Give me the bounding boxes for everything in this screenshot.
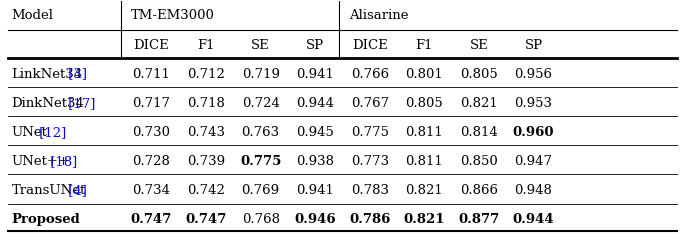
Text: 0.811: 0.811 bbox=[406, 126, 443, 139]
Text: 0.946: 0.946 bbox=[295, 213, 336, 226]
Text: 0.850: 0.850 bbox=[460, 155, 498, 168]
Text: [12]: [12] bbox=[35, 126, 66, 139]
Text: 0.941: 0.941 bbox=[297, 68, 334, 80]
Text: 0.768: 0.768 bbox=[242, 213, 279, 226]
Text: DICE: DICE bbox=[352, 38, 388, 52]
Text: 0.953: 0.953 bbox=[514, 97, 553, 110]
Text: TransUNet: TransUNet bbox=[12, 184, 86, 197]
Text: 0.947: 0.947 bbox=[514, 155, 553, 168]
Text: 0.718: 0.718 bbox=[187, 97, 225, 110]
Text: 0.711: 0.711 bbox=[132, 68, 171, 80]
Text: UNet: UNet bbox=[12, 126, 47, 139]
Text: DICE: DICE bbox=[134, 38, 169, 52]
Text: 0.728: 0.728 bbox=[132, 155, 171, 168]
Text: 0.821: 0.821 bbox=[406, 184, 443, 197]
Text: 0.742: 0.742 bbox=[187, 184, 225, 197]
Text: F1: F1 bbox=[416, 38, 433, 52]
Text: [3]: [3] bbox=[64, 68, 87, 80]
Text: 0.944: 0.944 bbox=[297, 97, 334, 110]
Text: 0.775: 0.775 bbox=[240, 155, 282, 168]
Text: 0.821: 0.821 bbox=[460, 97, 498, 110]
Text: SP: SP bbox=[306, 38, 324, 52]
Text: SE: SE bbox=[470, 38, 488, 52]
Text: 0.956: 0.956 bbox=[514, 68, 553, 80]
Text: 0.730: 0.730 bbox=[132, 126, 171, 139]
Text: 0.783: 0.783 bbox=[351, 184, 389, 197]
Text: 0.814: 0.814 bbox=[460, 126, 498, 139]
Text: [18]: [18] bbox=[47, 155, 77, 168]
Text: 0.805: 0.805 bbox=[460, 68, 498, 80]
Text: Proposed: Proposed bbox=[12, 213, 80, 226]
Text: 0.805: 0.805 bbox=[406, 97, 443, 110]
Text: F1: F1 bbox=[197, 38, 215, 52]
Text: 0.801: 0.801 bbox=[406, 68, 443, 80]
Text: 0.734: 0.734 bbox=[132, 184, 171, 197]
Text: 0.712: 0.712 bbox=[187, 68, 225, 80]
Text: Model: Model bbox=[12, 10, 53, 22]
Text: 0.945: 0.945 bbox=[297, 126, 334, 139]
Text: 0.767: 0.767 bbox=[351, 97, 389, 110]
Text: [4]: [4] bbox=[64, 184, 87, 197]
Text: 0.944: 0.944 bbox=[512, 213, 554, 226]
Text: 0.775: 0.775 bbox=[351, 126, 389, 139]
Text: 0.719: 0.719 bbox=[242, 68, 279, 80]
Text: 0.948: 0.948 bbox=[514, 184, 553, 197]
Text: 0.747: 0.747 bbox=[186, 213, 227, 226]
Text: UNet++: UNet++ bbox=[12, 155, 69, 168]
Text: 0.960: 0.960 bbox=[513, 126, 554, 139]
Text: SP: SP bbox=[525, 38, 543, 52]
Text: [17]: [17] bbox=[64, 97, 95, 110]
Text: 0.717: 0.717 bbox=[132, 97, 171, 110]
Text: 0.769: 0.769 bbox=[242, 184, 279, 197]
Text: LinkNet34: LinkNet34 bbox=[12, 68, 83, 80]
Text: 0.766: 0.766 bbox=[351, 68, 389, 80]
Text: 0.938: 0.938 bbox=[296, 155, 334, 168]
Text: DinkNet34: DinkNet34 bbox=[12, 97, 84, 110]
Text: 0.773: 0.773 bbox=[351, 155, 389, 168]
Text: TM-EM3000: TM-EM3000 bbox=[131, 10, 215, 22]
Text: 0.743: 0.743 bbox=[187, 126, 225, 139]
Text: 0.821: 0.821 bbox=[403, 213, 445, 226]
Text: 0.724: 0.724 bbox=[242, 97, 279, 110]
Text: 0.811: 0.811 bbox=[406, 155, 443, 168]
Text: 0.763: 0.763 bbox=[242, 126, 279, 139]
Text: 0.866: 0.866 bbox=[460, 184, 498, 197]
Text: SE: SE bbox=[251, 38, 270, 52]
Text: 0.877: 0.877 bbox=[458, 213, 499, 226]
Text: 0.739: 0.739 bbox=[187, 155, 225, 168]
Text: 0.786: 0.786 bbox=[349, 213, 390, 226]
Text: 0.747: 0.747 bbox=[131, 213, 172, 226]
Text: Alisarine: Alisarine bbox=[349, 10, 409, 22]
Text: 0.941: 0.941 bbox=[297, 184, 334, 197]
